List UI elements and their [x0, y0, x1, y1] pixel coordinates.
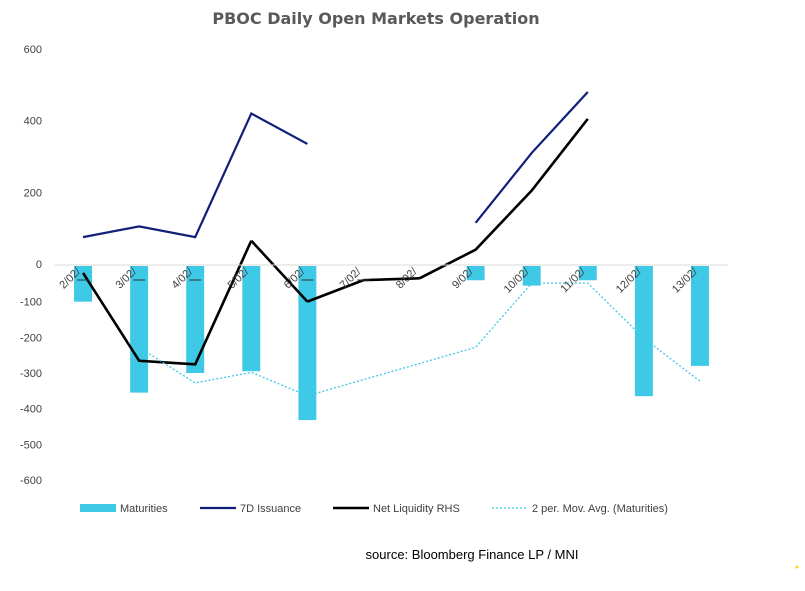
corner-dot	[795, 565, 799, 569]
left-axis-tick: 200	[24, 187, 42, 199]
moving-average-line	[138, 282, 701, 397]
legend-label: 7D Issuance	[240, 503, 301, 515]
maturities-bar	[298, 266, 317, 421]
maturities-bar	[578, 266, 597, 281]
legend-label: Net Liquidity RHS	[373, 503, 460, 515]
legend-swatch-maturities	[80, 504, 116, 512]
net-liquidity-line	[363, 277, 420, 282]
right-axis-tick: -300	[20, 368, 42, 380]
maturities-bar	[130, 266, 149, 393]
net-liquidity-line	[418, 118, 589, 280]
maturities-bar	[186, 266, 205, 373]
maturities-bar	[522, 266, 541, 286]
right-axis-tick: -500	[20, 439, 42, 451]
legend-label: 2 per. Mov. Avg. (Maturities)	[532, 503, 668, 515]
right-axis-tick: -200	[20, 332, 42, 344]
maturities-bar	[690, 266, 709, 366]
net-liquidity-line	[81, 240, 253, 366]
maturities-bar	[74, 266, 93, 302]
net-liquidity-line	[306, 278, 364, 303]
net-liquidity-line	[250, 239, 309, 303]
issuance-line	[474, 91, 589, 224]
left-axis-tick: 400	[24, 116, 42, 128]
chart-title: PBOC Daily Open Markets Operation	[212, 9, 539, 28]
maturities-bar	[242, 266, 261, 372]
maturities-bar	[466, 266, 485, 281]
maturities-bar	[634, 266, 653, 397]
category-label: 7/02/	[338, 265, 364, 291]
left-axis-tick: 600	[24, 44, 42, 56]
source-note: source: Bloomberg Finance LP / MNI	[366, 547, 579, 562]
right-axis-tick: -100	[20, 297, 42, 309]
legend-label: Maturities	[120, 503, 168, 515]
right-axis-tick: -400	[20, 404, 42, 416]
left-axis-tick: 0	[36, 259, 42, 271]
right-axis-tick: -600	[20, 475, 42, 487]
issuance-line	[82, 111, 308, 239]
lines-layer	[77, 91, 701, 397]
axis-layer: 6004002000-100-200-300-400-500-6002/02/3…	[20, 44, 728, 487]
bars-layer	[74, 266, 709, 421]
legend: Maturities 7D Issuance Net Liquidity RHS 2 …	[80, 503, 799, 569]
